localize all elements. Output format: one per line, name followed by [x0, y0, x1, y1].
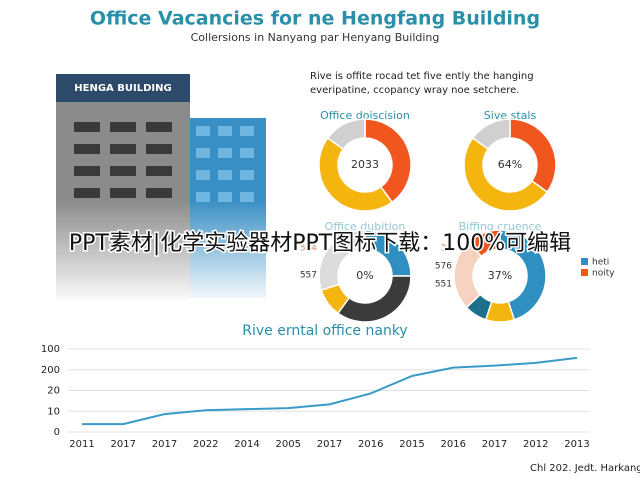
x-tick-label: 2015: [399, 439, 424, 450]
donut-segment: [326, 118, 366, 151]
description: Rive is offite rocad tet five ently the …: [310, 71, 534, 82]
legend-swatch: [581, 269, 588, 276]
donut-center-label: 37%: [488, 269, 512, 282]
source: Chl 202. Jedt. Harkang car pant: [530, 463, 640, 474]
x-tick-label: 2016: [441, 439, 466, 450]
donut-callout: 557: [300, 271, 317, 281]
y-tick-label: 20: [47, 386, 60, 397]
y-tick-label: 100: [41, 344, 60, 355]
x-tick-label: 2013: [564, 439, 589, 450]
donut-title: Office dubition: [325, 220, 406, 233]
x-tick-label: 2022: [193, 439, 218, 450]
y-tick-label: 0: [54, 427, 60, 438]
donut-segment: [467, 229, 501, 258]
line-series: [82, 356, 578, 426]
x-tick-label: 2012: [523, 439, 548, 450]
donut-callout: 34: [441, 244, 453, 254]
x-tick-label: 2011: [69, 439, 94, 450]
donut-segment: [364, 118, 412, 204]
x-tick-label: 2017: [111, 439, 136, 450]
y-tick-label: 10: [47, 406, 60, 417]
legend-swatch: [581, 258, 588, 265]
donut-segment: [318, 229, 366, 292]
donut-center-label: 2033: [351, 158, 379, 171]
legend-label: noity: [592, 269, 615, 279]
building-label: HENGA BUILDING: [74, 83, 171, 94]
x-tick-label: 2017: [317, 439, 342, 450]
x-tick-label: 2014: [234, 439, 259, 450]
watermark: PPT素材|化学实验器材PPT图标下载：100%可编辑: [69, 231, 571, 256]
subtitle: Collersions in Nanyang par Henyang Build…: [191, 31, 440, 44]
donut-segment: [463, 136, 549, 212]
description: everipatine, ccopancy wray noe setchere.: [310, 85, 519, 96]
x-tick-label: 2016: [358, 439, 383, 450]
y-tick-label: 200: [41, 365, 60, 376]
legend-label: heti: [592, 258, 609, 268]
title: Office Vacancies for ne Hengfang Buildin…: [90, 8, 540, 30]
donut-title: Biffing cruence: [459, 220, 542, 233]
building-illustration: [50, 74, 275, 305]
x-tick-label: 2017: [482, 439, 507, 450]
donut-segment: [318, 136, 394, 212]
donut-center-label: 64%: [498, 158, 522, 171]
donut-title: Office doiscision: [320, 109, 410, 122]
donut-callout: 551: [435, 280, 452, 290]
donut-callout: 514: [300, 244, 317, 254]
x-tick-label: 2005: [276, 439, 301, 450]
x-tick-label: 2017: [152, 439, 177, 450]
donut-callout: 576: [435, 262, 452, 272]
line-chart-title: Rive erntal office nanky: [242, 323, 407, 339]
donut-segment: [499, 229, 547, 321]
donut-segment: [471, 118, 511, 151]
donut-title: Sive stals: [484, 109, 537, 122]
donut-center-label: 0%: [356, 269, 373, 282]
